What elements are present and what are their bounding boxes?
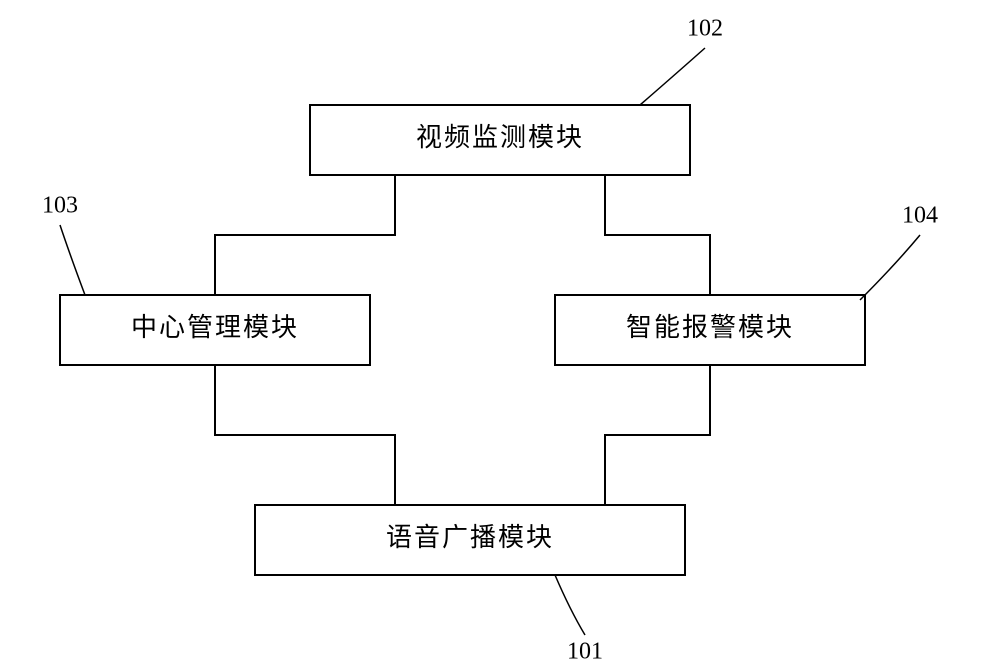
connector bbox=[605, 175, 710, 295]
connector bbox=[215, 365, 395, 505]
node-top-label: 视频监测模块 bbox=[416, 123, 584, 152]
leader-line bbox=[60, 225, 85, 295]
node-right-ref: 104 bbox=[902, 203, 938, 229]
node-left-label: 中心管理模块 bbox=[131, 313, 299, 342]
diagram-canvas: 视频监测模块 102 中心管理模块 103 智能报警模块 104 语音广播模块 … bbox=[0, 0, 1000, 667]
node-right: 智能报警模块 104 bbox=[555, 203, 938, 366]
node-left: 中心管理模块 103 bbox=[42, 193, 370, 366]
node-right-label: 智能报警模块 bbox=[626, 313, 794, 342]
node-bottom: 语音广播模块 101 bbox=[255, 505, 685, 665]
node-bottom-label: 语音广播模块 bbox=[386, 523, 554, 552]
leader-line bbox=[555, 575, 585, 635]
node-top-ref: 102 bbox=[687, 16, 723, 42]
connector bbox=[605, 365, 710, 505]
node-left-ref: 103 bbox=[42, 193, 78, 219]
node-bottom-ref: 101 bbox=[567, 639, 603, 665]
connector bbox=[215, 175, 395, 295]
leader-line bbox=[640, 48, 705, 105]
node-top: 视频监测模块 102 bbox=[310, 16, 723, 176]
leader-line bbox=[860, 235, 920, 300]
